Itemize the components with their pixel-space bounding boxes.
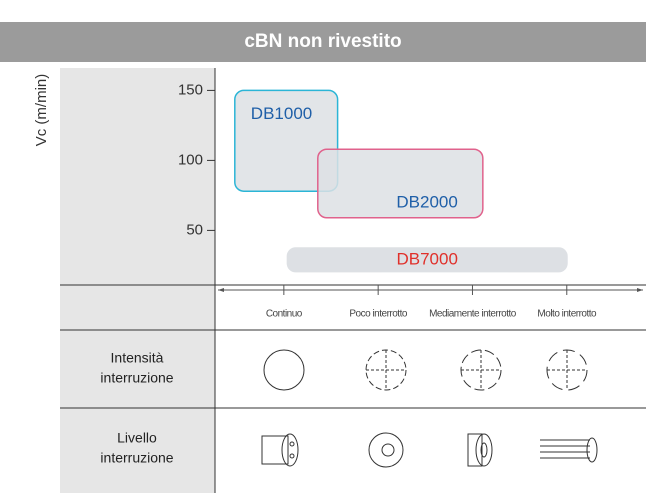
region-label: DB1000 [251,104,312,123]
y-tick-label: 50 [186,221,203,238]
region [286,247,568,273]
region-label: DB7000 [396,249,457,268]
x-tick-label: Poco interrotto [349,309,407,320]
x-tick-label: Continuo [266,309,303,320]
x-tick-label: Mediamente interrotto [429,309,517,320]
y-tick-label: 150 [178,81,203,98]
row-label: Livello [117,430,157,446]
row-label: interruzione [100,450,173,466]
row-label: Intensità [111,350,164,366]
intensity-icons [263,349,588,391]
chart-title: cBN non rivestito [244,31,401,52]
y-tick-label: 100 [178,151,203,168]
y-axis-label: Vc (m/min) [33,74,50,147]
row-label: interruzione [100,370,173,386]
label-column [60,68,215,493]
region-label: DB2000 [396,192,457,211]
region [317,148,484,219]
level-icons [261,432,598,468]
region [234,89,339,192]
header-bar [0,22,646,62]
x-tick-label: Molto interrotto [537,309,597,320]
